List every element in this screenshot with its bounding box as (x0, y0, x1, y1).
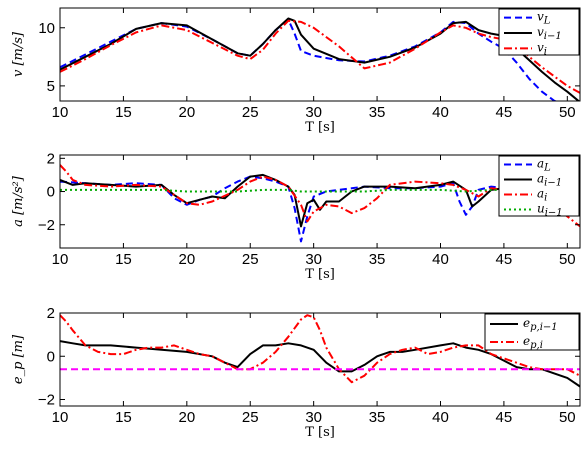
y-tick-label: −2 (38, 217, 55, 234)
x-tick-label: 30 (305, 409, 322, 426)
legend-label-main: u (537, 202, 545, 216)
x-tick-label: 10 (52, 251, 69, 268)
legend-label: ui−1 (537, 202, 563, 219)
x-tick-label: 45 (496, 409, 513, 426)
legend-label: vL (537, 10, 551, 27)
legend-label: ai−1 (537, 172, 562, 189)
x-tick-label: 45 (496, 251, 513, 268)
legend-label: ai (537, 187, 547, 204)
legend-label-main: v (537, 25, 544, 39)
legend-label-sub: i−1 (544, 178, 562, 189)
legend-label: vi (537, 40, 547, 57)
legend-label-sub: p,i−1 (530, 322, 558, 333)
y-tick-label: 2 (47, 150, 55, 167)
x-tick-label: 20 (178, 251, 195, 268)
legend-label: vi−1 (537, 25, 562, 42)
x-tick-label: 15 (115, 409, 132, 426)
legend-label-main: v (537, 10, 544, 24)
plot-area (60, 8, 580, 101)
x-tick-label: 35 (369, 104, 386, 121)
legend-label-main: a (537, 187, 544, 201)
x-tick-label: 35 (369, 251, 386, 268)
panel-3: 10 15 20 25 30 35 40 45 50 −2 0 2 T [s] e_p [m] ep,i−1… (11, 305, 581, 440)
axes-frame (59, 7, 581, 102)
x-axis-label: T [s] (305, 425, 335, 440)
legend-label-sub: i−1 (545, 208, 563, 219)
legend-box (484, 313, 580, 351)
legend-label-sub: i (544, 193, 547, 204)
legend-label: ep,i (523, 334, 543, 351)
y-axis-label: a [m/s²] (11, 175, 26, 227)
y-tick-label: 0 (47, 348, 55, 365)
legend-label-sub: L (543, 16, 551, 27)
x-tick-label: 40 (432, 104, 449, 121)
x-tick-label: 25 (242, 104, 259, 121)
series-group (60, 314, 580, 388)
y-tick-label: 10 (38, 20, 55, 37)
x-tick-label: 30 (305, 251, 322, 268)
series-line-a-i (60, 164, 580, 228)
y-axis-label: e_p [m] (11, 334, 26, 384)
series-line-u-i-1 (60, 188, 580, 195)
legend-label-sub: i (544, 46, 547, 57)
x-axis-label: T [s] (305, 267, 335, 282)
x-tick-label: 10 (52, 104, 69, 121)
plot-area (60, 155, 580, 248)
x-tick-label: 50 (559, 409, 576, 426)
legend-label-main: a (537, 157, 544, 171)
series-line-v-L (60, 18, 558, 101)
legend-label-sub: L (543, 163, 551, 174)
y-tick-label: 5 (47, 78, 55, 95)
y-tick-label: 2 (47, 305, 55, 322)
x-tick-label: 40 (432, 409, 449, 426)
legend-label-main: v (537, 40, 544, 54)
series-line-e-p-i-1 (60, 340, 580, 388)
y-tick-label: 0 (47, 184, 55, 201)
x-tick-label: 50 (559, 104, 576, 121)
legend-label-sub: p,i (530, 340, 543, 351)
x-tick-label: 30 (305, 104, 322, 121)
x-tick-label: 20 (178, 104, 195, 121)
legend: ep,i−1ep,i (484, 313, 580, 351)
x-axis-label: T [s] (305, 120, 335, 135)
x-tick-label: 20 (178, 409, 195, 426)
y-tick-label: −2 (38, 392, 55, 409)
series-line-e-p-i (60, 314, 580, 384)
x-tick-label: 45 (496, 104, 513, 121)
legend-label: aL (537, 157, 551, 174)
y-axis-label: v [m/s] (11, 31, 26, 77)
x-tick-label: 50 (559, 251, 576, 268)
legend-box (498, 155, 580, 217)
legend-label-sub: i−1 (544, 31, 562, 42)
x-tick-label: 35 (369, 409, 386, 426)
legend-label-main: e (523, 334, 530, 348)
x-tick-label: 15 (115, 251, 132, 268)
x-tick-label: 25 (242, 251, 259, 268)
legend-label: ep,i−1 (523, 316, 558, 333)
x-tick-label: 15 (115, 104, 132, 121)
legend-label-main: e (523, 316, 530, 330)
x-tick-label: 25 (242, 409, 259, 426)
axes-frame (59, 154, 581, 249)
axes-frame (59, 312, 581, 407)
legend-label-main: a (537, 172, 544, 186)
x-tick-label: 40 (432, 251, 449, 268)
x-tick-label: 10 (52, 409, 69, 426)
